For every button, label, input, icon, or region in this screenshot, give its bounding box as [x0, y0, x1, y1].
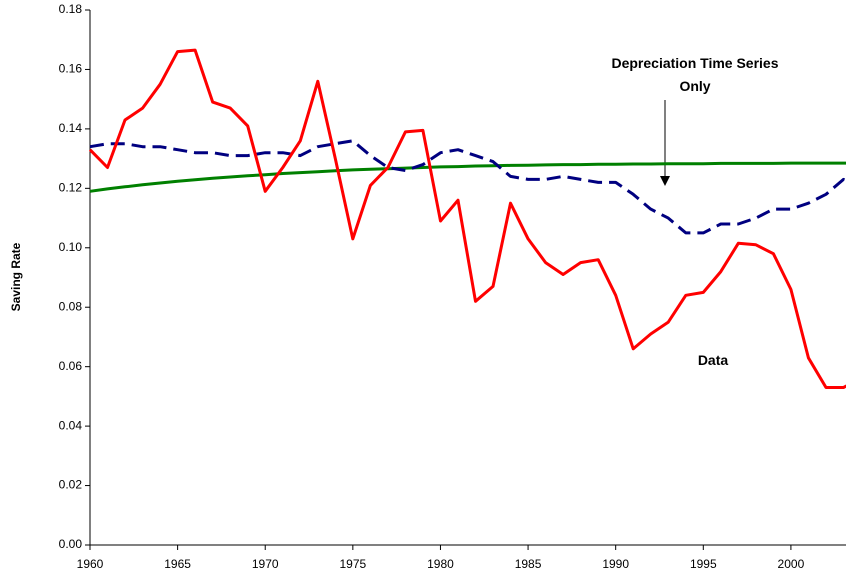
y-tick-label: 0.06 [59, 359, 83, 373]
series-line [88, 48, 846, 389]
x-tick-label: 2000 [778, 557, 805, 571]
y-tick-label: 0.08 [59, 299, 83, 313]
x-tick-label: 1970 [252, 557, 279, 571]
series-line [89, 139, 846, 235]
x-tick-label: 1975 [339, 557, 366, 571]
series-annotation: Depreciation Time Series Only [611, 55, 779, 94]
y-tick-label: 0.14 [59, 121, 83, 135]
y-tick-label: 0.16 [59, 62, 83, 76]
series-line [89, 161, 846, 193]
y-axis-label: Saving Rate [9, 242, 23, 311]
x-tick-label: 1980 [427, 557, 454, 571]
x-tick-label: 1995 [690, 557, 717, 571]
x-tick-label: 1960 [77, 557, 104, 571]
x-tick-label: 1990 [602, 557, 629, 571]
y-tick-label: 0.00 [59, 537, 83, 551]
x-tick-label: 1965 [164, 557, 191, 571]
y-tick-label: 0.04 [59, 418, 83, 432]
series-annotation: Data [697, 352, 729, 368]
annotation-arrowhead [660, 176, 670, 186]
y-tick-label: 0.02 [59, 478, 83, 492]
y-tick-label: 0.10 [59, 240, 83, 254]
y-tick-label: 0.18 [59, 2, 83, 16]
y-tick-label: 0.12 [59, 181, 83, 195]
x-tick-label: 1985 [515, 557, 542, 571]
